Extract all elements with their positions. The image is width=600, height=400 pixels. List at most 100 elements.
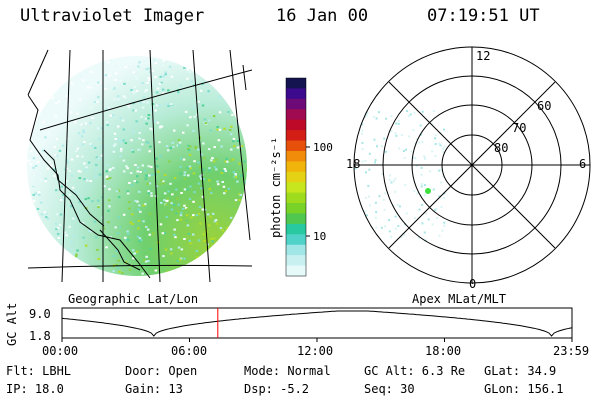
geo-speckle-pixel	[100, 145, 103, 148]
geo-speckle-pixel	[189, 251, 192, 254]
geo-speckle-pixel	[218, 128, 222, 131]
time-label-1800: 18:00	[425, 344, 462, 358]
geo-speckle-pixel	[234, 199, 238, 202]
geo-speckle-pixel	[161, 232, 165, 235]
geo-speckle-pixel	[117, 259, 120, 262]
geo-speckle-pixel	[59, 213, 63, 216]
gc-alt-info: GC Alt: 6.3 Re	[364, 364, 466, 378]
geo-speckle-pixel	[199, 222, 202, 225]
geo-speckle-pixel	[236, 180, 239, 183]
geo-speckle-pixel	[170, 208, 174, 211]
geo-speckle-pixel	[203, 157, 206, 160]
geo-speckle-pixel	[212, 115, 216, 118]
coastline	[28, 94, 151, 279]
polar-speckle-pixel	[361, 148, 364, 150]
geo-speckle-pixel	[84, 198, 88, 201]
altitude-curve	[61, 310, 573, 337]
geo-speckle-pixel	[151, 103, 155, 105]
geo-speckle-pixel	[132, 102, 135, 105]
geo-speckle-pixel	[193, 191, 196, 194]
polar-speckle-pixel	[440, 181, 443, 184]
geo-speckle-pixel	[112, 72, 115, 75]
geo-speckle-pixel	[218, 111, 222, 114]
geo-speckle-pixel	[56, 227, 60, 230]
polar-speckle-pixel	[385, 117, 388, 120]
geo-speckle-pixel	[62, 194, 65, 197]
geo-speckle-pixel	[144, 203, 147, 206]
geo-speckle-pixel	[177, 144, 181, 147]
colorbar-band	[286, 265, 306, 277]
polar-speckle-pixel	[407, 115, 410, 118]
geo-speckle-pixel	[166, 197, 169, 200]
geo-speckle-pixel	[90, 71, 93, 73]
geo-speckle-pixel	[96, 199, 100, 202]
geo-speckle-pixel	[83, 162, 86, 165]
geo-speckle-pixel	[195, 256, 199, 259]
polar-speckle-pixel	[420, 166, 423, 169]
geo-speckle-pixel	[139, 60, 143, 63]
geo-speckle-pixel	[186, 166, 190, 169]
geo-speckle-pixel	[132, 109, 135, 112]
geo-speckle-pixel	[130, 149, 134, 152]
geo-speckle-pixel	[150, 192, 153, 195]
geo-speckle-pixel	[189, 116, 192, 119]
geo-speckle-pixel	[173, 233, 176, 236]
polar-speckle-pixel	[443, 224, 446, 227]
geo-speckle-pixel	[158, 82, 162, 85]
geo-speckle-pixel	[119, 150, 123, 153]
geo-speckle-pixel	[132, 71, 136, 74]
geo-speckle-pixel	[208, 167, 211, 170]
polar-speckle-pixel	[393, 179, 395, 182]
geo-speckle-pixel	[114, 72, 118, 75]
geo-speckle-pixel	[34, 165, 38, 167]
geo-speckle-pixel	[114, 143, 117, 146]
geo-speckle-pixel	[146, 81, 149, 84]
geo-speckle-pixel	[41, 149, 45, 152]
geo-parallel	[39, 69, 252, 131]
geo-speckle-pixel	[207, 169, 211, 172]
geo-speckle-pixel	[58, 149, 62, 152]
geo-speckle-pixel	[108, 205, 111, 208]
geo-speckle-pixel	[90, 107, 93, 109]
geo-speckle-pixel	[154, 269, 158, 272]
geo-speckle-pixel	[208, 119, 211, 122]
timeline-y-axis-label: GC Alt	[5, 303, 19, 346]
geo-speckle-pixel	[65, 95, 68, 98]
geo-speckle-pixel	[103, 85, 106, 88]
geo-speckle-pixel	[95, 236, 98, 239]
geo-speckle-pixel	[223, 127, 226, 130]
geo-speckle-pixel	[134, 109, 137, 112]
polar-speckle-pixel	[366, 112, 369, 115]
geo-speckle-pixel	[230, 125, 233, 128]
geo-speckle-pixel	[81, 143, 85, 146]
geo-speckle-pixel	[68, 249, 72, 252]
geo-speckle-pixel	[97, 127, 100, 130]
geo-speckle-pixel	[169, 147, 172, 149]
polar-label-bottom: 0	[469, 277, 476, 291]
seq-info: Seq: 30	[364, 382, 415, 396]
geo-speckle-pixel	[90, 230, 93, 233]
geo-speckle-pixel	[56, 233, 60, 235]
geo-speckle-pixel	[177, 139, 181, 142]
geo-speckle-pixel	[220, 145, 223, 148]
polar-speckle-pixel	[354, 167, 357, 170]
geo-speckle-pixel	[150, 109, 153, 112]
geo-speckle-pixel	[218, 96, 221, 99]
geo-speckle-pixel	[62, 198, 65, 201]
geo-speckle-pixel	[126, 190, 129, 193]
colorbar-band	[286, 78, 306, 90]
geo-speckle-pixel	[210, 191, 213, 194]
geo-speckle-pixel	[183, 174, 186, 177]
geo-speckle-pixel	[96, 248, 99, 251]
geo-speckle-pixel	[131, 213, 134, 216]
geo-speckle-pixel	[82, 79, 85, 82]
geo-speckle-pixel	[146, 228, 150, 231]
geo-speckle-pixel	[74, 121, 77, 124]
geo-speckle-pixel	[80, 135, 84, 138]
polar-speckle-pixel	[384, 150, 387, 153]
geo-speckle-pixel	[199, 89, 203, 92]
polar-speckle-pixel	[380, 145, 383, 148]
geo-speckle-pixel	[136, 200, 139, 203]
polar-speckle-pixel	[404, 184, 407, 186]
